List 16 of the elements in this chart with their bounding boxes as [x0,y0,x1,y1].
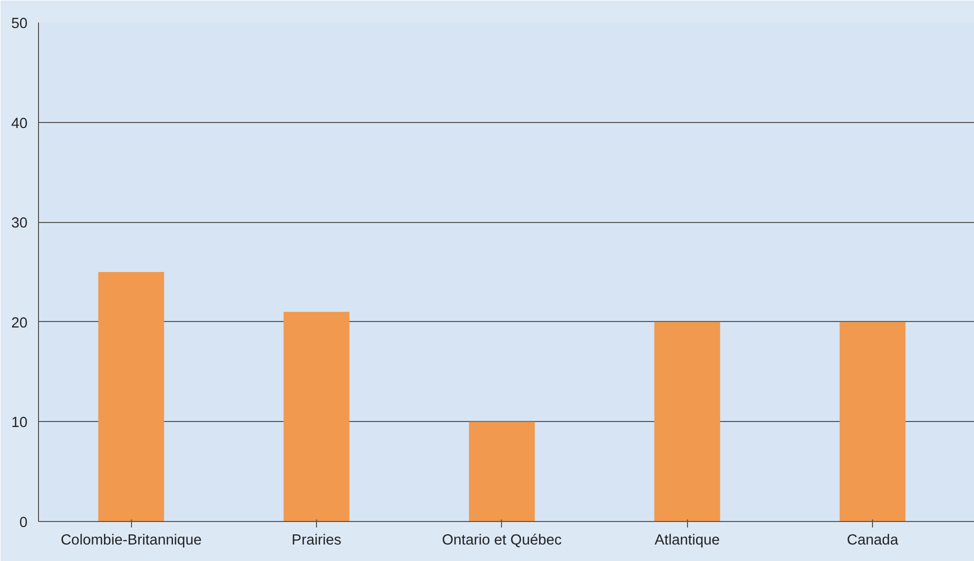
bar [654,322,720,522]
bar [98,272,164,522]
x-tick-label: Canada [846,532,900,548]
bar [284,312,350,522]
x-tick-label: Prairies [292,532,342,548]
bar [840,322,906,522]
y-tick-label: 50 [11,16,28,32]
x-tick-label: Atlantique [654,532,720,548]
bar [468,422,535,522]
y-tick-label: 0 [19,515,28,531]
y-tick-label: 10 [11,415,28,432]
x-tick-label: Ontario et Québec [442,532,562,548]
y-tick-label: 30 [11,216,28,232]
y-tick-label: 40 [11,116,28,132]
y-tick-label: 20 [11,315,28,332]
x-tick-label: Colombie-Britannique [60,532,202,548]
